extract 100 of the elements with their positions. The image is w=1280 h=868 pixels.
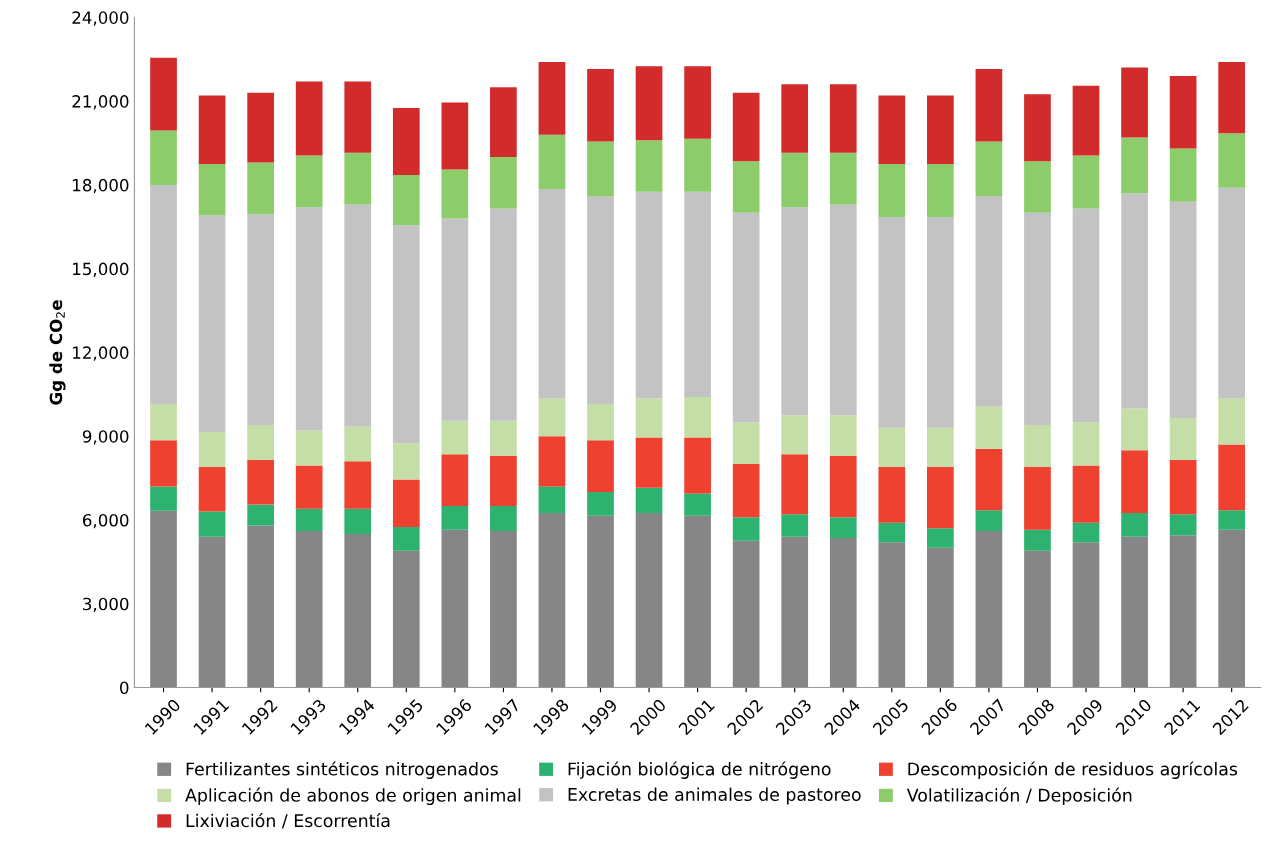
bar xyxy=(781,415,809,455)
bar xyxy=(927,216,954,428)
bar xyxy=(1169,148,1197,202)
bar xyxy=(344,152,372,205)
legend-label: Fijación biológica de nitrógeno xyxy=(568,761,831,779)
legend-label: Lixiviación / Escorrentía xyxy=(186,813,390,829)
bar xyxy=(392,175,420,226)
bar xyxy=(1218,444,1246,511)
bar xyxy=(781,152,809,208)
bar xyxy=(1121,450,1148,513)
bar xyxy=(1121,408,1148,451)
bar xyxy=(684,437,711,494)
bar xyxy=(829,84,857,153)
bar xyxy=(490,87,517,157)
bar xyxy=(538,134,566,190)
legend-label: Volatilización / Deposición xyxy=(906,787,1132,806)
bar xyxy=(878,216,906,428)
bar xyxy=(829,152,857,205)
bar xyxy=(1121,512,1148,537)
bar xyxy=(150,510,177,688)
bar xyxy=(684,191,711,398)
bar xyxy=(490,208,517,421)
bar xyxy=(247,92,274,163)
bar xyxy=(441,218,469,421)
bar xyxy=(878,163,906,217)
bar xyxy=(150,440,177,487)
bar xyxy=(732,540,760,688)
bar xyxy=(295,155,323,208)
bar xyxy=(684,397,711,438)
bar xyxy=(1169,418,1197,460)
bar xyxy=(295,531,323,688)
bar xyxy=(975,531,1003,688)
bar xyxy=(392,225,420,444)
bar xyxy=(441,505,469,530)
bar xyxy=(829,455,857,518)
bar xyxy=(975,510,1003,532)
bar xyxy=(1218,187,1246,399)
bar xyxy=(635,437,663,488)
bar xyxy=(392,479,420,527)
legend-label: Aplicación de abonos de origen animal xyxy=(185,787,521,806)
y-tick-label: 21,000 xyxy=(72,95,129,110)
bar xyxy=(198,163,226,216)
bar xyxy=(1024,550,1051,688)
bar xyxy=(635,191,663,399)
bar xyxy=(1072,522,1100,543)
bar xyxy=(975,196,1003,407)
bar xyxy=(1024,529,1051,551)
bar xyxy=(1024,212,1051,425)
bar xyxy=(1121,193,1148,409)
bar xyxy=(490,420,517,456)
y-tick-label: 15,000 xyxy=(73,262,129,277)
bar xyxy=(538,512,566,688)
bar xyxy=(1169,459,1197,515)
bar xyxy=(1218,529,1246,688)
bar xyxy=(538,189,566,399)
bar xyxy=(490,505,517,532)
bar xyxy=(975,69,1003,142)
bar xyxy=(829,204,857,416)
bar xyxy=(247,504,274,526)
bar xyxy=(441,529,469,688)
bar xyxy=(878,427,906,467)
bar xyxy=(198,431,226,467)
bar xyxy=(198,95,226,164)
bar xyxy=(878,542,906,688)
bar xyxy=(829,538,857,688)
bar xyxy=(587,440,614,493)
bar xyxy=(247,525,274,688)
bar xyxy=(635,487,663,513)
y-tick-label: 18,000 xyxy=(73,178,129,194)
bar xyxy=(1121,67,1148,138)
bar xyxy=(587,404,614,441)
bar xyxy=(878,95,906,164)
bar xyxy=(392,443,420,480)
bar xyxy=(295,508,323,532)
legend-label: Fertilizantes sintéticos nitrogenados xyxy=(186,761,498,779)
bar xyxy=(1072,542,1100,688)
bar xyxy=(1169,514,1197,536)
bar xyxy=(295,207,323,431)
bar xyxy=(1169,75,1197,149)
bar xyxy=(198,466,226,512)
y-tick-label: 12,000 xyxy=(73,346,129,361)
y-axis-title: Gg de CO$_{2}$e xyxy=(49,300,66,405)
bar xyxy=(441,454,469,506)
bar xyxy=(441,420,469,455)
bar xyxy=(781,84,809,153)
bar xyxy=(732,92,760,162)
bar xyxy=(927,547,954,688)
bar xyxy=(635,512,663,688)
bar xyxy=(781,454,809,515)
bar xyxy=(392,550,420,688)
bar xyxy=(1072,208,1100,423)
legend-label: Descomposición de residuos agrícolas xyxy=(908,761,1238,779)
bar xyxy=(538,62,566,135)
legend-label: Excretas de animales de pastoreo xyxy=(568,787,861,805)
y-tick-label: 0 xyxy=(120,681,129,695)
bar xyxy=(538,398,566,437)
bar xyxy=(344,204,372,427)
bar xyxy=(1169,535,1197,688)
bar xyxy=(635,398,663,438)
bar xyxy=(150,486,177,511)
